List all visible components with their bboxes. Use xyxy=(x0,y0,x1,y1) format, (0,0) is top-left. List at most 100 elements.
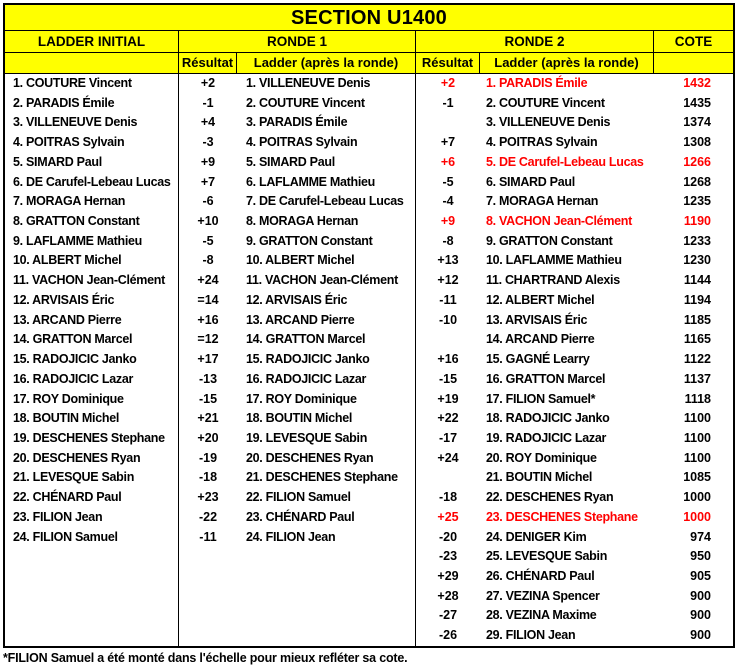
ladder-initial-row: 14. GRATTON Marcel xyxy=(5,330,178,350)
ladder-initial-row: 15. RADOJICIC Janko xyxy=(5,350,178,370)
result-value: +6 xyxy=(440,154,456,169)
rating-value: 1190 xyxy=(683,214,711,229)
ronde-2-row: +7 4. POITRAS Sylvain 1308 xyxy=(416,133,733,153)
ronde-2-row: +28 27. VEZINA Spencer 900 xyxy=(416,587,733,607)
ladder-initial-row: 5. SIMARD Paul xyxy=(5,153,178,173)
player-name: 1. COUTURE Vincent xyxy=(13,76,132,90)
rating-value: 1100 xyxy=(683,430,711,445)
result-value: -13 xyxy=(198,371,218,386)
player-name: 21. LEVESQUE Sabin xyxy=(13,470,135,485)
ladder-initial-row: 18. BOUTIN Michel xyxy=(5,409,178,429)
ladder-initial-row: 24. FILION Samuel xyxy=(5,528,178,548)
player-name: 24. FILION Jean xyxy=(246,529,336,544)
result-value: +28 xyxy=(437,588,459,603)
ronde-1-column: +2 1. VILLENEUVE Denis -1 2. COUTURE Vin… xyxy=(178,74,415,646)
ronde-1-row: -15 17. ROY Dominique xyxy=(179,390,415,410)
player-name: 19. RADOJICIC Lazar xyxy=(486,430,607,445)
result-value: +24 xyxy=(437,450,459,465)
rating-value: 1118 xyxy=(684,391,711,406)
player-name: 10. ALBERT Michel xyxy=(246,253,355,268)
rating-value: 950 xyxy=(690,549,711,564)
result-value: +23 xyxy=(197,490,219,505)
ronde-2-row: 21. BOUTIN Michel 1085 xyxy=(416,468,733,488)
player-name: 3. VILLENEUVE Denis xyxy=(13,115,138,130)
ladder-initial-row: 21. LEVESQUE Sabin xyxy=(5,468,178,488)
rating-value: 1432 xyxy=(683,76,711,90)
rating-value: 1122 xyxy=(683,352,711,367)
rating-value: 1100 xyxy=(683,450,711,465)
player-name: 14. GRATTON Marcel xyxy=(13,332,133,347)
player-name: 23. DESCHENES Stephane xyxy=(486,509,638,524)
section-u1400-table: SECTION U1400 LADDER INITIAL RONDE 1 RON… xyxy=(3,3,735,648)
rating-value: 900 xyxy=(690,588,711,603)
player-name: 8. VACHON Jean-Clément xyxy=(486,214,632,229)
ronde-2-row: -1 2. COUTURE Vincent 1435 xyxy=(416,94,733,114)
ronde-2-row: -23 25. LEVESQUE Sabin 950 xyxy=(416,547,733,567)
subheader-resultat-r1: Résultat xyxy=(178,53,236,73)
player-name: 27. VEZINA Spencer xyxy=(486,588,600,603)
result-value: +9 xyxy=(440,214,456,229)
rating-value: 1137 xyxy=(683,371,711,386)
ladder-initial-row: 22. CHÉNARD Paul xyxy=(5,488,178,508)
player-name: 5. DE Carufel-Lebeau Lucas xyxy=(486,154,644,169)
ronde-2-row: -4 7. MORAGA Hernan 1235 xyxy=(416,192,733,212)
result-value: -23 xyxy=(438,549,458,564)
player-name: 17. ROY Dominique xyxy=(246,391,357,406)
player-name: 1. PARADIS Émile xyxy=(486,76,588,90)
player-name: 18. RADOJICIC Janko xyxy=(486,411,610,426)
player-name: 7. MORAGA Hernan xyxy=(13,194,126,209)
player-name: 21. DESCHENES Stephane xyxy=(246,470,398,485)
player-name: 16. RADOJICIC Lazar xyxy=(13,371,134,386)
player-name: 22. DESCHENES Ryan xyxy=(486,490,614,505)
ladder-initial-column: 1. COUTURE Vincent 2. PARADIS Émile 3. V… xyxy=(5,74,178,646)
group-header-row: LADDER INITIAL RONDE 1 RONDE 2 COTE xyxy=(5,31,733,53)
rating-value: 1085 xyxy=(683,470,711,485)
rating-value: 1233 xyxy=(683,233,711,248)
result-value: +25 xyxy=(437,509,459,524)
rating-value: 1100 xyxy=(683,411,711,426)
header-ladder-initial: LADDER INITIAL xyxy=(37,34,146,49)
ronde-1-row: -11 24. FILION Jean xyxy=(179,528,415,548)
result-value: +7 xyxy=(440,135,456,150)
player-name: 11. CHARTRAND Alexis xyxy=(486,273,620,288)
player-name: 13. ARCAND Pierre xyxy=(246,312,355,327)
ronde-2-row: -17 19. RADOJICIC Lazar 1100 xyxy=(416,429,733,449)
sub-header-row: Résultat Ladder (après la ronde) Résulta… xyxy=(5,53,733,74)
ronde-1-row: +4 3. PARADIS Émile xyxy=(179,113,415,133)
result-value: +22 xyxy=(437,411,459,426)
ronde-2-row: -5 6. SIMARD Paul 1268 xyxy=(416,173,733,193)
rating-value: 1308 xyxy=(683,135,711,150)
ladder-initial-row: 10. ALBERT Michel xyxy=(5,251,178,271)
rating-value: 1230 xyxy=(683,253,711,268)
player-name: 20. ROY Dominique xyxy=(486,450,597,465)
player-name: 4. POITRAS Sylvain xyxy=(13,135,125,150)
rating-value: 1185 xyxy=(683,312,711,327)
rating-value: 1165 xyxy=(683,332,711,347)
ladder-initial-row: 8. GRATTON Constant xyxy=(5,212,178,232)
result-value: -17 xyxy=(438,430,458,445)
result-value xyxy=(416,113,480,133)
ronde-2-row: -15 16. GRATTON Marcel 1137 xyxy=(416,370,733,390)
ronde-1-row: +23 22. FILION Samuel xyxy=(179,488,415,508)
ronde-2-row: -18 22. DESCHENES Ryan 1000 xyxy=(416,488,733,508)
ladder-initial-row: 4. POITRAS Sylvain xyxy=(5,133,178,153)
player-name: 11. VACHON Jean-Clément xyxy=(13,273,165,288)
rating-value: 1266 xyxy=(683,154,711,169)
rating-value: 1374 xyxy=(683,115,711,130)
player-name: 12. ARVISAIS Éric xyxy=(246,292,348,307)
ronde-2-row: +13 10. LAFLAMME Mathieu 1230 xyxy=(416,251,733,271)
player-name: 12. ALBERT Michel xyxy=(486,292,595,307)
player-name: 6. LAFLAMME Mathieu xyxy=(246,174,376,189)
player-name: 11. VACHON Jean-Clément xyxy=(246,273,398,288)
ronde-1-row: -5 9. GRATTON Constant xyxy=(179,232,415,252)
ronde-1-row: -18 21. DESCHENES Stephane xyxy=(179,468,415,488)
result-value: -8 xyxy=(442,233,454,248)
subheader-blank-cote xyxy=(653,53,733,73)
player-name: 1. VILLENEUVE Denis xyxy=(246,76,371,90)
ronde-1-row: +7 6. LAFLAMME Mathieu xyxy=(179,173,415,193)
result-value: -26 xyxy=(438,628,458,643)
player-name: 14. GRATTON Marcel xyxy=(246,332,366,347)
player-name: 17. ROY Dominique xyxy=(13,391,124,406)
result-value: +7 xyxy=(200,174,216,189)
ronde-2-row: 3. VILLENEUVE Denis 1374 xyxy=(416,113,733,133)
